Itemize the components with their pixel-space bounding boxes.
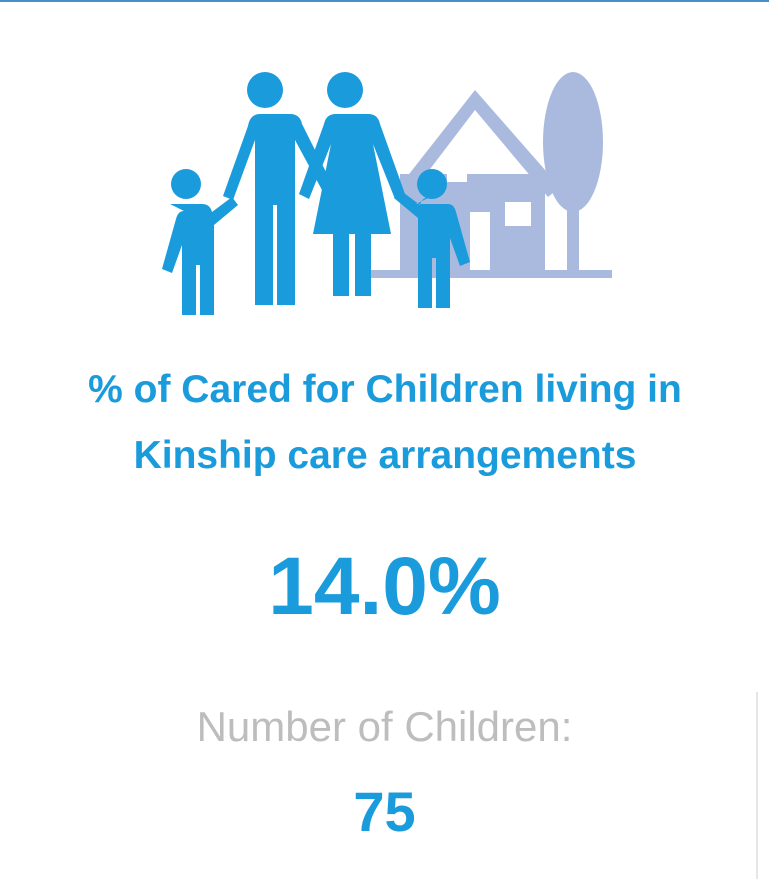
- kpi-title: % of Cared for Children living in Kinshi…: [88, 368, 682, 477]
- count-value: 75: [353, 780, 416, 843]
- family-icon: [162, 72, 612, 315]
- kpi-value: 14.0%: [268, 541, 501, 632]
- count-label: Number of Children:: [196, 703, 573, 750]
- edge-line: [756, 692, 758, 879]
